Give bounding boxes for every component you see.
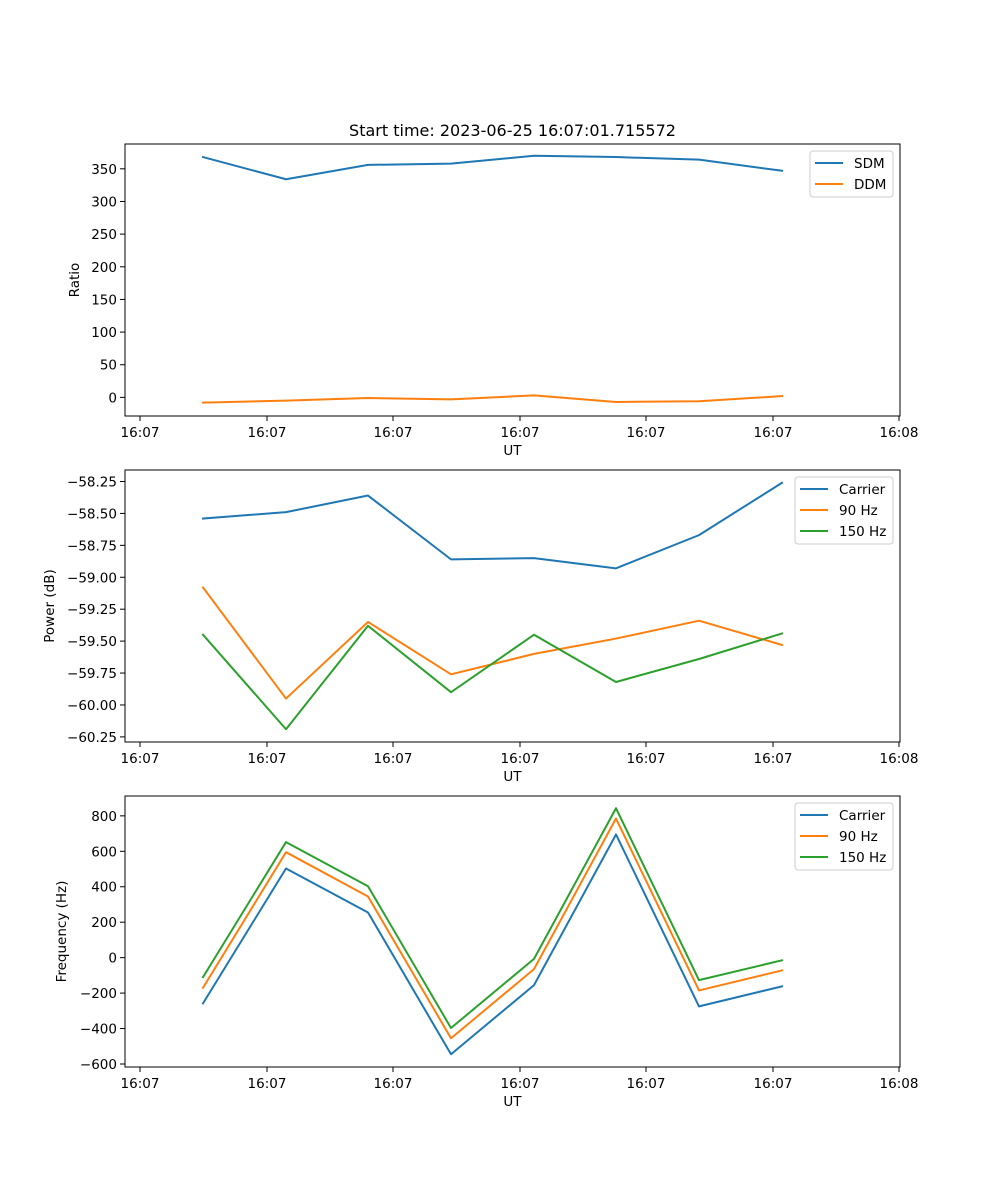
y-axis-label: Power (dB) — [42, 569, 58, 642]
x-tick-label: 16:07 — [627, 425, 666, 441]
y-axis-label: Frequency (Hz) — [54, 881, 70, 983]
x-tick-label: 16:07 — [501, 425, 540, 441]
series-line-150-hz — [201, 807, 784, 1030]
x-tick-label: 16:08 — [880, 751, 919, 767]
series-line-150-hz — [201, 624, 784, 731]
x-tick-label: 16:07 — [248, 425, 287, 441]
y-tick-label: 0 — [108, 390, 117, 406]
x-tick-label: 16:07 — [754, 1076, 793, 1092]
x-axis-label: UT — [503, 443, 522, 459]
y-tick-label: −58.50 — [67, 506, 117, 522]
y-tick-label: −59.75 — [67, 666, 117, 682]
y-tick-label: 250 — [91, 227, 117, 243]
legend: SDM DDM — [809, 150, 894, 198]
legend-label: 90 Hz — [839, 503, 878, 519]
series-line-90-hz — [201, 817, 784, 1040]
y-tick-label: −59.00 — [67, 570, 117, 586]
x-tick-label: 16:07 — [121, 751, 160, 767]
y-tick-label: 600 — [91, 844, 117, 860]
legend-box — [794, 476, 894, 545]
chart-panel-2: 16:07 16:07 16:07 16:07 16:07 16:07 16:08 −60.2… — [42, 469, 919, 785]
y-tick-label: 100 — [91, 325, 117, 341]
x-tick-label: 16:07 — [121, 1076, 160, 1092]
x-tick-label: 16:07 — [248, 1076, 287, 1092]
x-tick-label: 16:07 — [248, 751, 287, 767]
series-line-carrier — [201, 481, 784, 570]
y-tick-label: −60.00 — [67, 698, 117, 714]
legend: Carrier 90 Hz 150 Hz — [794, 802, 894, 871]
x-tick-label: 16:07 — [501, 1076, 540, 1092]
legend-label: 150 Hz — [839, 850, 886, 866]
legend: Carrier 90 Hz 150 Hz — [794, 476, 894, 545]
x-tick-label: 16:07 — [627, 1076, 666, 1092]
y-tick-label: −400 — [80, 1022, 117, 1038]
x-tick-label: 16:07 — [121, 425, 160, 441]
x-tick-label: 16:07 — [627, 751, 666, 767]
x-tick-label: 16:07 — [754, 751, 793, 767]
y-tick-label: 200 — [91, 915, 117, 931]
y-tick-label: −58.75 — [67, 538, 117, 554]
figure-title: Start time: 2023-06-25 16:07:01.715572 — [349, 121, 676, 140]
legend-label: DDM — [854, 177, 886, 193]
legend-label: 90 Hz — [839, 829, 878, 845]
y-tick-label: 0 — [108, 951, 117, 967]
y-tick-label: 150 — [91, 292, 117, 308]
x-tick-label: 16:07 — [374, 1076, 413, 1092]
y-tick-label: −600 — [80, 1057, 117, 1073]
x-tick-label: 16:08 — [880, 1076, 919, 1092]
chart-panel-3: 16:07 16:07 16:07 16:07 16:07 16:07 16:08 −600 −… — [54, 795, 919, 1110]
x-tick-label: 16:08 — [880, 425, 919, 441]
y-tick-label: 200 — [91, 260, 117, 276]
y-tick-label: −59.50 — [67, 634, 117, 650]
series-line-sdm — [201, 154, 784, 181]
legend-label: 150 Hz — [839, 524, 886, 540]
y-tick-label: 800 — [91, 809, 117, 825]
legend-label: Carrier — [839, 808, 886, 824]
legend-label: SDM — [854, 156, 885, 172]
y-tick-label: 350 — [91, 162, 117, 178]
axes-frame — [124, 795, 901, 1068]
series-line-ddm — [201, 394, 784, 404]
y-tick-label: 300 — [91, 194, 117, 210]
x-tick-label: 16:07 — [501, 751, 540, 767]
legend-box — [794, 802, 894, 871]
series-line-carrier — [201, 833, 784, 1056]
chart-panel-1: 16:07 16:07 16:07 16:07 16:07 16:07 16:08 0 50 10… — [67, 143, 919, 459]
axes-frame — [124, 143, 901, 417]
y-tick-label: −200 — [80, 986, 117, 1002]
x-tick-label: 16:07 — [754, 425, 793, 441]
y-tick-label: −59.25 — [67, 602, 117, 618]
x-axis-label: UT — [503, 1094, 522, 1110]
y-tick-label: 50 — [100, 358, 117, 374]
x-axis-label: UT — [503, 769, 522, 785]
y-tick-label: −60.25 — [67, 730, 117, 746]
y-axis-label: Ratio — [67, 263, 83, 298]
axes-frame — [124, 469, 901, 743]
y-tick-label: 400 — [91, 880, 117, 896]
y-tick-label: −58.25 — [67, 474, 117, 490]
x-tick-label: 16:07 — [374, 425, 413, 441]
x-tick-label: 16:07 — [374, 751, 413, 767]
legend-label: Carrier — [839, 482, 886, 498]
